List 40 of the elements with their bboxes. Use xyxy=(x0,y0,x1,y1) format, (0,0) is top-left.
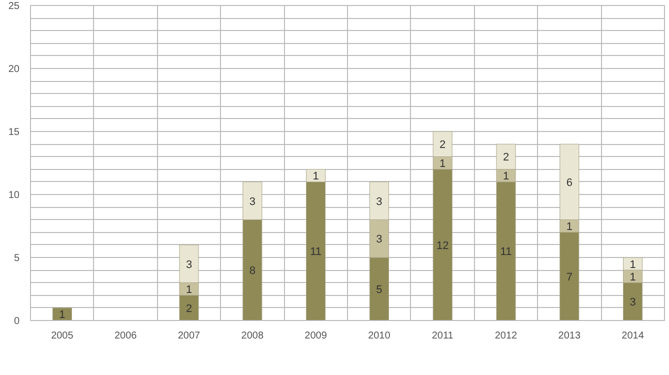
data-label: 11 xyxy=(500,246,512,258)
x-tick-label: 2009 xyxy=(304,330,328,342)
y-tick-label: 25 xyxy=(8,1,20,12)
y-tick-label: 0 xyxy=(14,316,20,327)
y-tick-label: 5 xyxy=(14,253,20,264)
data-label: 3 xyxy=(376,234,382,246)
data-label: 1 xyxy=(59,309,66,322)
data-label: 3 xyxy=(249,196,256,208)
x-tick-label: 2012 xyxy=(494,330,518,342)
x-tick-label: 2010 xyxy=(368,330,391,342)
data-label: 1 xyxy=(630,258,636,271)
data-label: 2 xyxy=(186,302,192,315)
x-tick-label: 2014 xyxy=(622,330,644,342)
x-tick-label: 2011 xyxy=(432,330,454,342)
data-label: 5 xyxy=(376,284,382,296)
data-label: 7 xyxy=(566,271,572,284)
data-label: 1 xyxy=(440,158,446,170)
data-label: 1 xyxy=(186,284,192,296)
y-tick-label: 15 xyxy=(8,127,20,138)
data-label: 3 xyxy=(376,196,382,208)
data-label: 6 xyxy=(566,176,572,189)
data-label: 3 xyxy=(186,258,192,271)
data-label: 12 xyxy=(436,240,449,252)
data-label: 1 xyxy=(312,170,319,183)
x-tick-label: 2013 xyxy=(558,330,581,342)
data-label: 11 xyxy=(310,246,322,258)
y-tick-label: 10 xyxy=(8,190,20,201)
data-label: 1 xyxy=(630,271,636,284)
data-label: 2 xyxy=(440,139,446,152)
x-tick-label: 2005 xyxy=(51,330,74,342)
data-label: 8 xyxy=(249,265,256,278)
data-label: 1 xyxy=(502,170,510,183)
data-label: 2 xyxy=(502,152,510,164)
y-tick-label: 20 xyxy=(8,64,20,75)
x-tick-label: 2008 xyxy=(241,330,264,342)
x-tick-label: 2006 xyxy=(114,330,138,342)
data-label: 3 xyxy=(630,296,636,309)
x-tick-label: 2007 xyxy=(178,330,201,342)
bar xyxy=(52,308,72,320)
data-label: 1 xyxy=(566,221,572,233)
